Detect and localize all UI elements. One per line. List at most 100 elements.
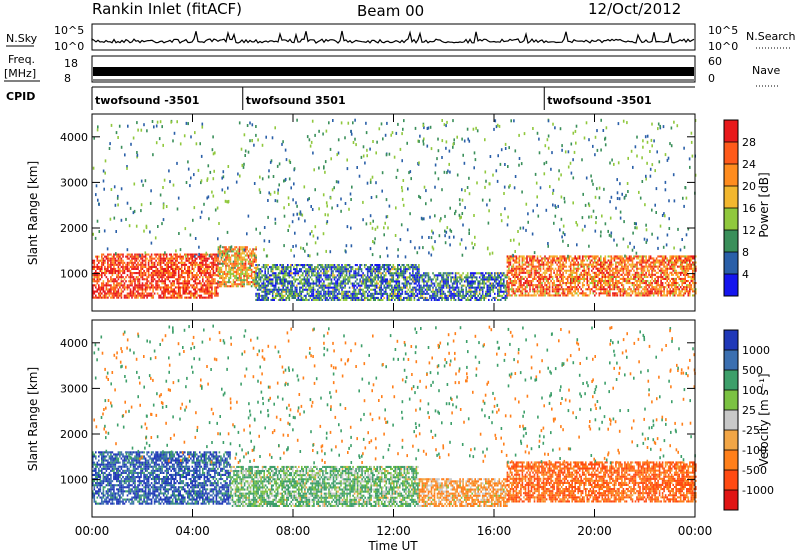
data-cell [317,284,319,287]
data-cell [606,284,608,287]
data-cell [447,272,449,275]
data-cell [591,263,593,266]
data-cell [600,269,602,272]
data-cell [305,296,307,299]
data-cell [335,294,337,297]
data-cell [604,290,607,293]
data-cell [137,280,139,283]
data-cell [193,267,195,270]
data-cell [421,278,424,281]
data-cell [588,288,590,291]
data-cell [427,278,430,281]
data-cell [333,276,336,279]
data-cell [575,259,578,262]
data-cell [113,259,115,262]
data-cell [284,284,286,287]
data-cell [297,296,300,299]
data-cell [613,286,616,289]
data-cell [501,296,504,299]
data-cell [129,272,132,275]
data-cell [398,292,401,295]
data-cell [188,253,191,256]
data-cell [369,266,372,269]
data-cell [488,290,490,293]
data-cell [517,265,519,268]
data-cell [386,268,389,271]
data-cell [542,277,545,280]
data-cell [526,259,528,262]
data-cell [306,272,309,275]
data-cell [126,261,129,264]
data-cell [347,268,349,271]
data-cell [423,272,425,275]
data-cell [161,259,163,262]
data-cell [223,279,226,282]
data-cell [568,269,570,272]
data-cell [113,253,115,256]
data-cell [246,266,248,269]
data-cell [182,263,185,266]
data-cell [511,294,513,297]
data-cell [203,270,206,273]
data-cell [400,272,402,275]
data-cell [215,267,218,270]
data-cell [424,288,427,291]
data-cell [185,290,188,293]
data-cell [541,273,543,276]
data-cell [255,256,257,259]
data-cell [156,280,159,283]
data-cell [98,259,100,262]
data-cell [529,269,531,272]
data-cell [580,259,582,262]
data-cell [436,274,439,277]
data-cell [538,261,540,264]
data-cell [206,270,209,273]
data-cell [514,269,516,272]
data-cell [559,282,561,285]
data-cell [457,286,460,289]
data-cell [395,270,398,273]
data-cell [107,261,109,264]
data-cell [170,294,172,297]
data-cell [214,257,216,260]
data-cell [265,296,268,299]
data-cell [285,288,288,291]
data-cell [107,284,109,287]
data-cell [144,257,147,260]
data-cell [143,270,145,273]
data-cell [356,298,358,301]
data-cell [180,282,183,285]
data-cell [237,268,239,271]
data-cell [610,273,613,276]
data-cell [158,286,160,289]
data-cell [287,286,289,289]
data-cell [594,273,596,276]
data-cell [193,276,195,279]
data-cell [613,292,616,295]
data-cell [418,270,420,273]
data-cell [607,290,610,293]
data-cell [98,272,100,275]
data-cell [330,298,333,301]
data-cell [144,274,147,277]
data-cell [271,270,274,273]
data-cell [191,294,194,297]
data-cell [497,276,499,279]
data-cell [208,276,210,279]
data-cell [436,290,439,293]
data-cell [518,294,521,297]
data-cell [412,280,414,283]
data-cell [514,255,516,258]
data-cell [560,259,563,262]
data-cell [262,288,265,291]
data-cell [158,257,160,260]
data-cell [253,260,256,263]
data-cell [132,294,135,297]
data-cell [339,284,342,287]
data-cell [512,292,515,295]
data-cell [615,269,617,272]
data-cell [459,276,461,279]
data-cell [167,278,169,281]
data-cell [480,282,482,285]
data-cell [323,268,325,271]
